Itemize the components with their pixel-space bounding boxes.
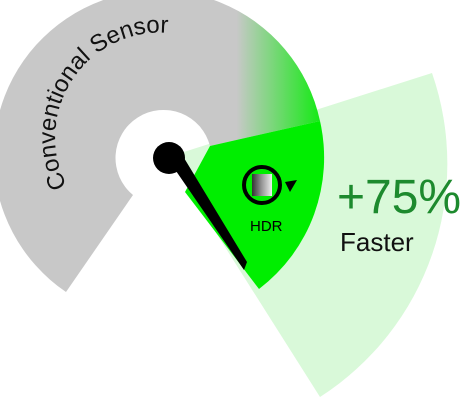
gauge-needle [163, 148, 247, 270]
needle-pivot [153, 142, 185, 174]
hdr-label: HDR [250, 218, 283, 235]
conventional-sensor-arc [0, 0, 320, 292]
speed-gain-value: +75% [337, 171, 462, 224]
hdr-sector [185, 121, 325, 289]
speed-gain-caption: Faster [340, 227, 414, 257]
hdr-refresh-icon [242, 165, 297, 205]
